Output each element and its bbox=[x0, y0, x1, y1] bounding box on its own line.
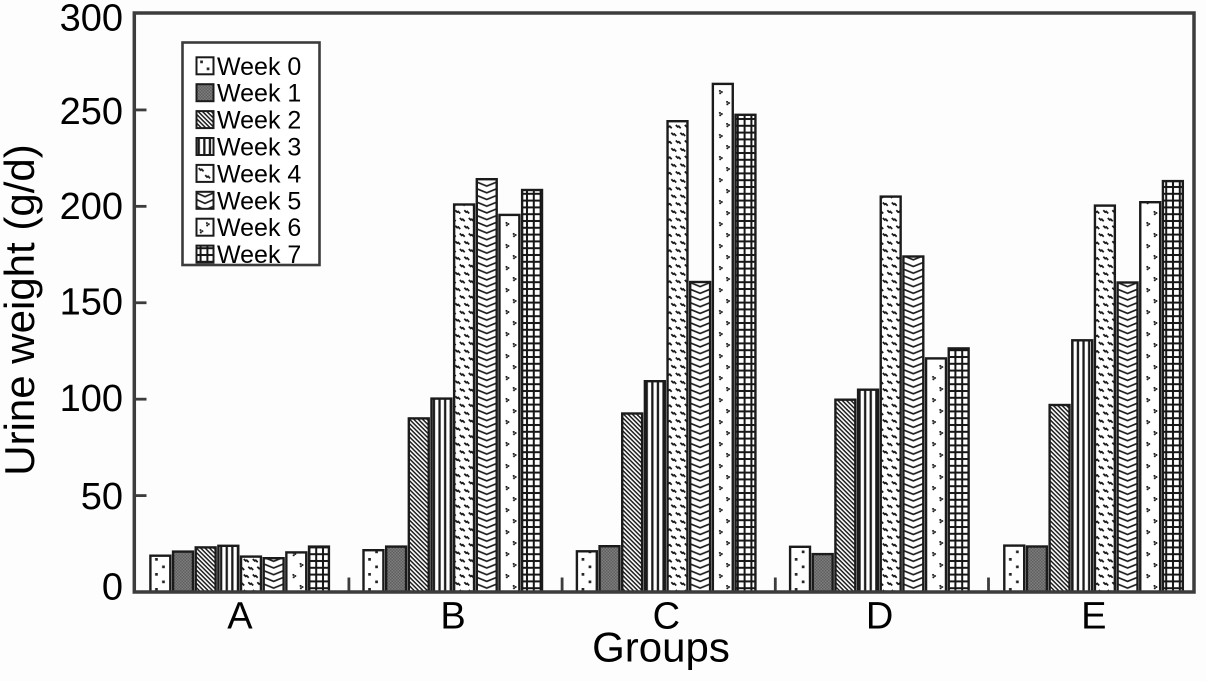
svg-text:0: 0 bbox=[102, 567, 123, 609]
svg-text:Week 2: Week 2 bbox=[217, 107, 301, 135]
svg-text:250: 250 bbox=[60, 91, 123, 133]
svg-text:50: 50 bbox=[81, 476, 123, 518]
svg-text:Week 6: Week 6 bbox=[217, 214, 301, 242]
svg-text:Week 0: Week 0 bbox=[217, 53, 301, 81]
svg-text:Groups: Groups bbox=[592, 624, 730, 671]
svg-text:100: 100 bbox=[60, 378, 123, 420]
svg-text:Week 5: Week 5 bbox=[217, 187, 301, 215]
svg-text:A: A bbox=[227, 596, 253, 638]
svg-text:Week 7: Week 7 bbox=[217, 241, 301, 269]
svg-text:200: 200 bbox=[60, 186, 123, 228]
svg-text:D: D bbox=[866, 596, 893, 638]
svg-text:Urine weight (g/d): Urine weight (g/d) bbox=[0, 144, 43, 475]
svg-text:Week 3: Week 3 bbox=[217, 134, 301, 162]
svg-text:Week 1: Week 1 bbox=[217, 80, 301, 108]
svg-text:C: C bbox=[653, 596, 680, 638]
svg-text:E: E bbox=[1081, 596, 1106, 638]
svg-text:B: B bbox=[440, 596, 465, 638]
svg-text:300: 300 bbox=[60, 0, 123, 40]
svg-text:Week 4: Week 4 bbox=[217, 160, 301, 188]
svg-text:150: 150 bbox=[60, 281, 123, 323]
